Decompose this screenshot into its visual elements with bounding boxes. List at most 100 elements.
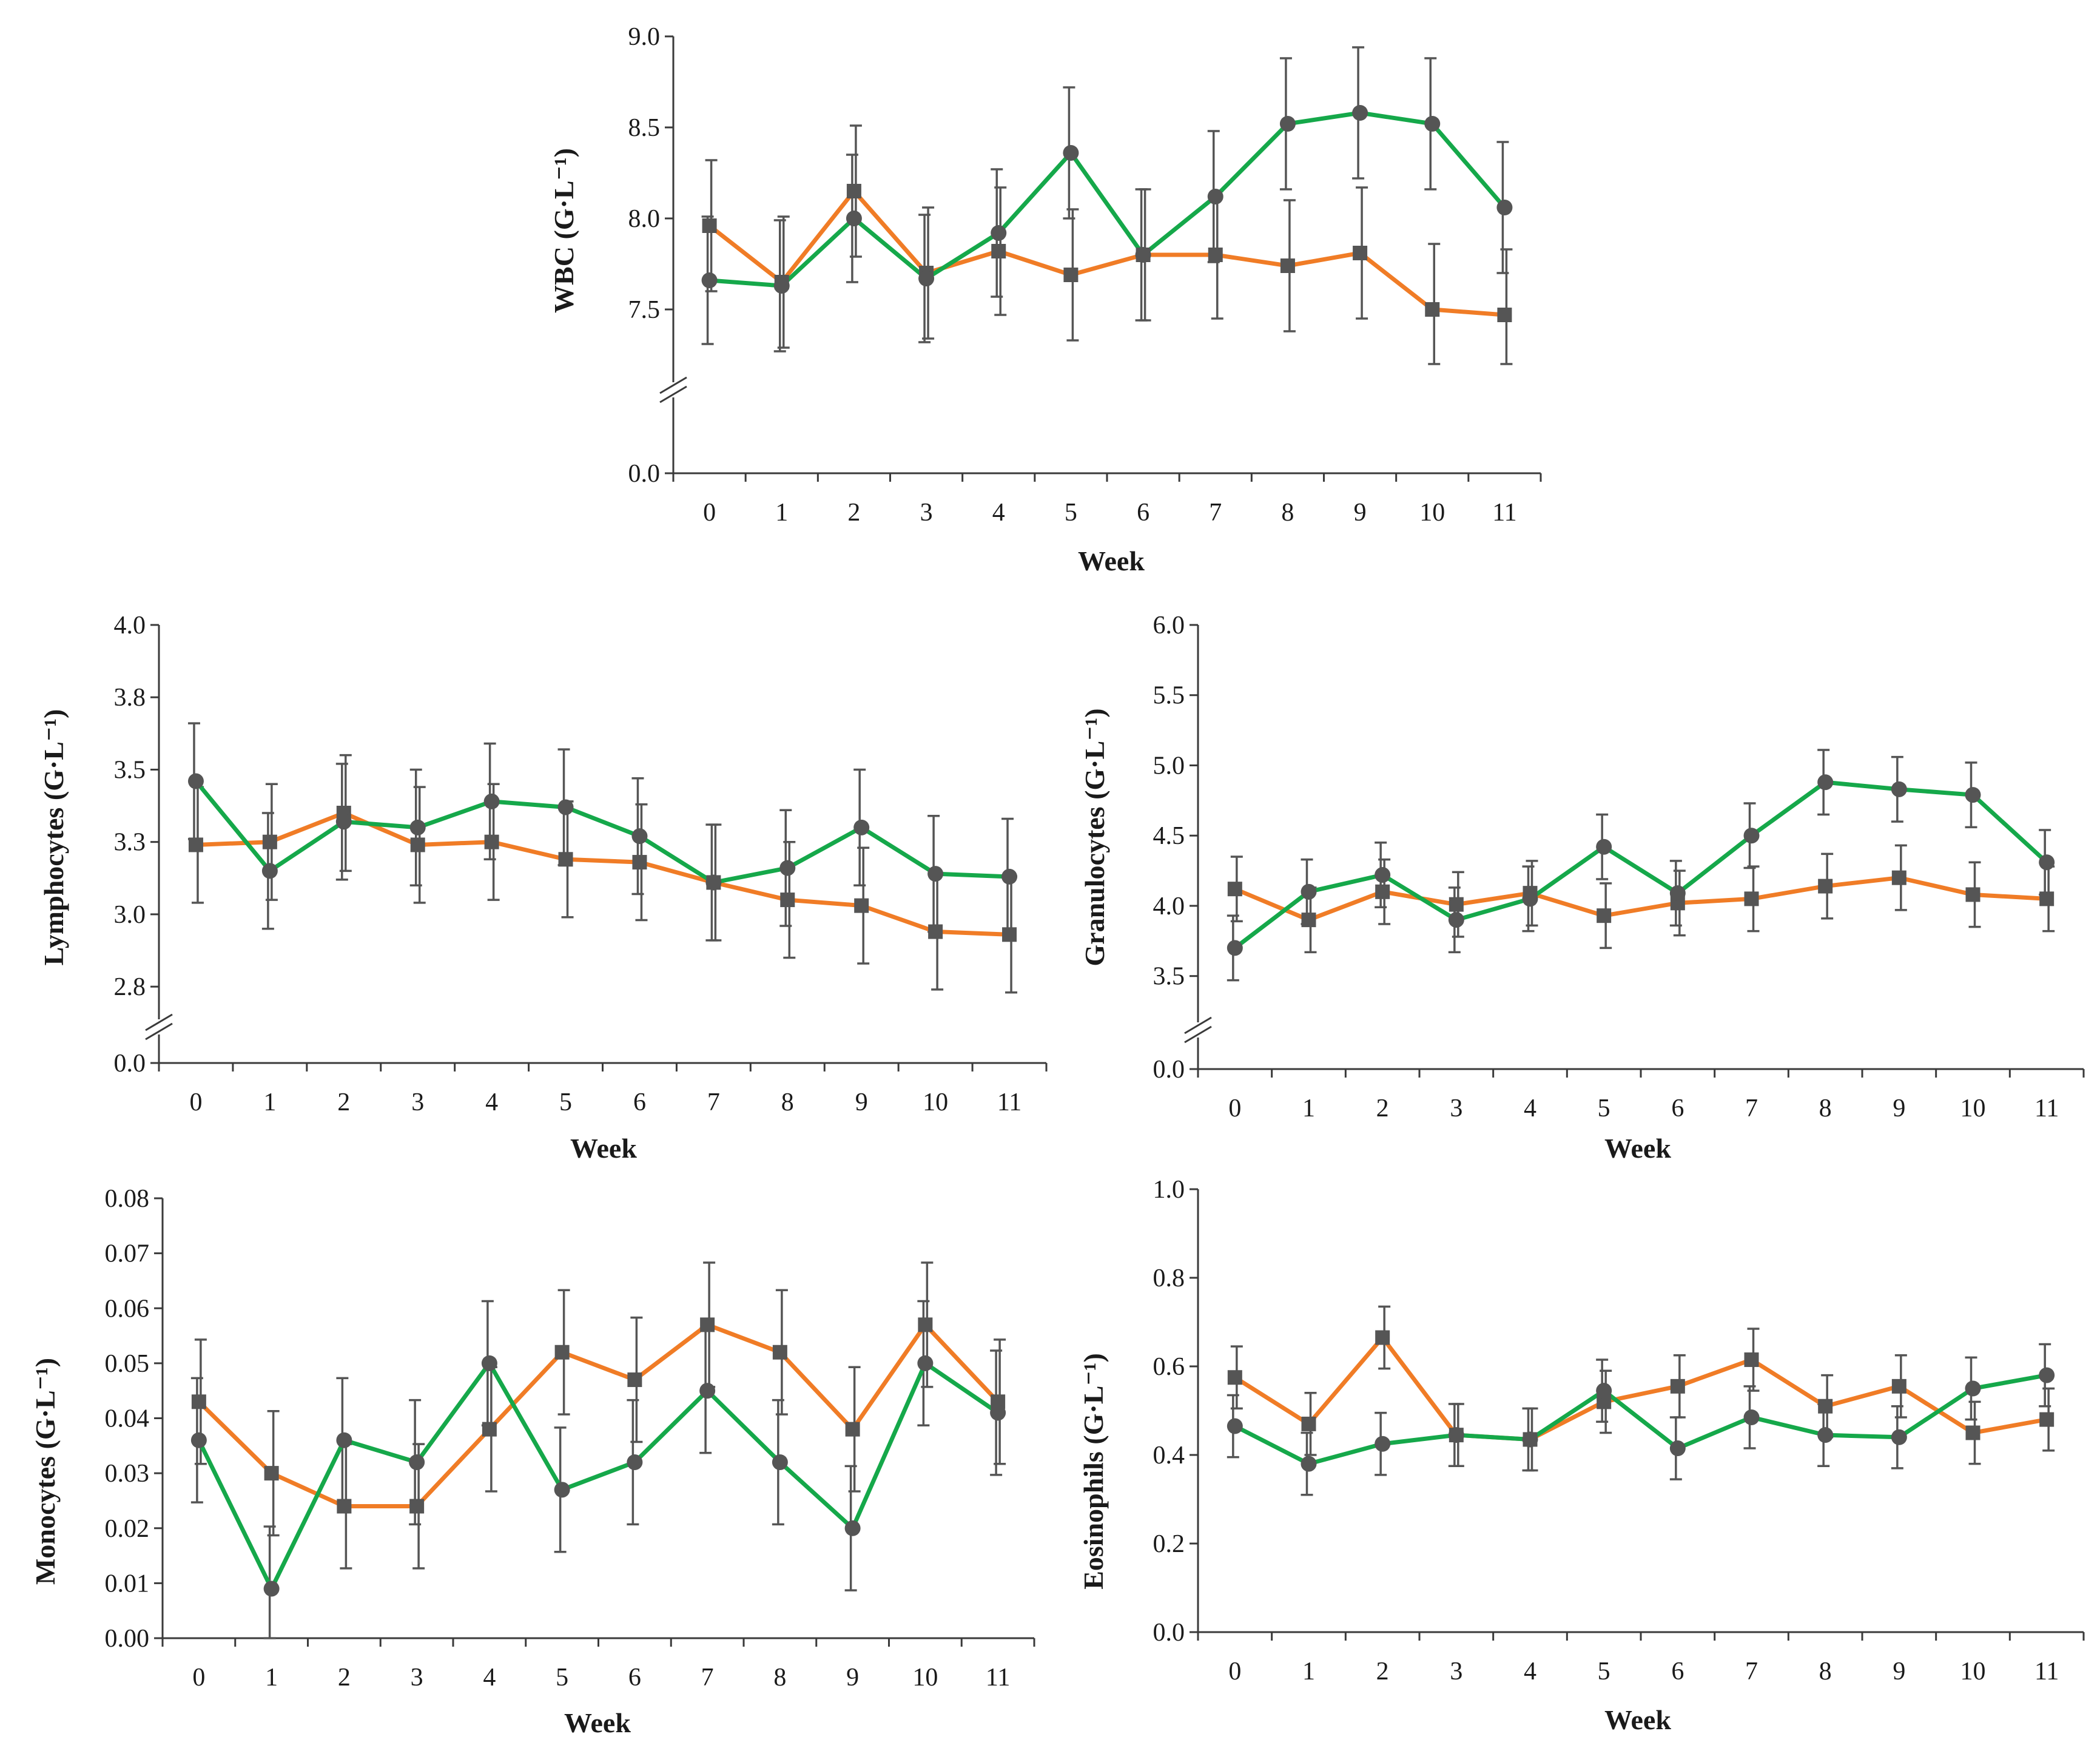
granulocytes-axis-break-mark xyxy=(1184,1016,1212,1034)
eosinophils-x-tick-label: 9 xyxy=(1893,1658,1905,1686)
monocytes-circle-point xyxy=(917,1355,934,1371)
wbc-y-tick-label: 0.0 xyxy=(628,460,661,488)
monocytes-y-tick-label: 0.07 xyxy=(105,1240,150,1268)
wbc-circle-point xyxy=(773,278,790,294)
lymphocytes-square-point xyxy=(188,837,203,852)
monocytes-x-tick-label: 5 xyxy=(556,1664,568,1692)
granulocytes-x-tick-label: 10 xyxy=(1960,1095,1986,1122)
eosinophils-square-point xyxy=(1670,1378,1685,1394)
eosinophils-circle-point xyxy=(1301,1456,1317,1472)
granulocytes-axis-break-mark xyxy=(1184,1025,1212,1044)
wbc-square-point xyxy=(1208,248,1223,262)
wbc-square-point xyxy=(846,184,861,198)
monocytes-circle-point xyxy=(190,1432,207,1448)
lymphocytes-y-tick-label: 3.3 xyxy=(114,829,146,857)
eosinophils-circle-point xyxy=(1227,1418,1243,1434)
lymphocytes-x-axis-title: Week xyxy=(570,1133,637,1164)
eosinophils-square-series-line xyxy=(1233,1335,2047,1442)
granulocytes-y-tick-label: 3.5 xyxy=(1153,963,1185,991)
lymphocytes-circle-point xyxy=(557,799,574,815)
eosinophils-circle-point xyxy=(1669,1440,1686,1457)
lymphocytes-square-point xyxy=(262,834,277,849)
eosinophils-square-point xyxy=(1818,1399,1833,1414)
wbc-square-point xyxy=(1425,302,1440,317)
lymphocytes-square-point xyxy=(484,834,499,849)
granulocytes-square-point xyxy=(1597,908,1612,923)
monocytes-circle-point xyxy=(627,1454,643,1470)
lymphocytes-x-tick-label: 2 xyxy=(337,1088,350,1116)
lymphocytes-x-tick-label: 1 xyxy=(263,1088,276,1116)
wbc-y-tick-label: 9.0 xyxy=(628,23,661,51)
monocytes-circle-point xyxy=(990,1405,1006,1421)
eosinophils-square-point xyxy=(2039,1412,2055,1427)
wbc-circle-point xyxy=(846,211,862,226)
eosinophils-x-tick-label: 5 xyxy=(1598,1658,1610,1686)
monocytes-square-point xyxy=(482,1422,497,1437)
panel-monocytes: 0.00 0.01 0.02 0.03 0.04 0.05 0.06 0.07 0.08 0 1 2 3… xyxy=(30,1185,1035,1738)
wbc-circle-point xyxy=(1496,200,1513,215)
eosinophils-x-tick-label: 7 xyxy=(1745,1658,1758,1686)
eosinophils-circle-point xyxy=(1375,1436,1391,1452)
eosinophils-x-tick-label: 1 xyxy=(1302,1658,1315,1686)
granulocytes-y-tick-label: 5.5 xyxy=(1153,682,1185,710)
granulocytes-x-tick-label: 3 xyxy=(1450,1095,1462,1122)
wbc-x-tick-label: 3 xyxy=(920,499,933,527)
eosinophils-y-tick-label: 1.0 xyxy=(1153,1176,1185,1204)
eosinophils-circle-point xyxy=(1596,1383,1612,1399)
granulocytes-x-tick-label: 5 xyxy=(1598,1095,1610,1122)
monocytes-y-tick-label: 0.06 xyxy=(105,1295,150,1323)
monocytes-y-tick-label: 0.00 xyxy=(105,1625,150,1653)
lymphocytes-square-point xyxy=(558,852,573,867)
granulocytes-circle-point xyxy=(1375,867,1391,883)
wbc-circle-point xyxy=(918,271,935,286)
wbc-x-tick-label: 2 xyxy=(847,499,860,527)
granulocytes-y-tick-label: 6.0 xyxy=(1153,612,1185,639)
lymphocytes-square-point xyxy=(632,855,647,870)
granulocytes-square-point xyxy=(1965,887,1981,902)
eosinophils-y-axis-title: Eosinophils (G·L⁻¹) xyxy=(1078,1353,1109,1590)
monocytes-y-tick-label: 0.08 xyxy=(105,1185,150,1213)
wbc-circle-series-line xyxy=(709,110,1507,288)
eosinophils-circle-point xyxy=(1817,1427,1834,1443)
eosinophils-x-tick-label: 3 xyxy=(1450,1658,1462,1686)
monocytes-square-point xyxy=(337,1499,352,1514)
lymphocytes-y-tick-label: 3.8 xyxy=(114,684,146,712)
granulocytes-circle-point xyxy=(1448,912,1464,928)
monocytes-circle-point xyxy=(844,1520,861,1536)
panel-lymphocytes: 0.0 2.8 3.0 3.3 3.5 3.8 4.0 0 1 2 3 4 5 6 7 8 9 10 11 Lymp… xyxy=(38,612,1048,1164)
granulocytes-circle-point xyxy=(1891,781,1907,797)
granulocytes-y-tick-label: 4.5 xyxy=(1153,822,1185,850)
granulocytes-square-point xyxy=(1227,882,1242,897)
wbc-circle-point xyxy=(1063,145,1079,161)
granulocytes-x-tick-label: 9 xyxy=(1893,1095,1905,1122)
lymphocytes-x-tick-label: 0 xyxy=(189,1088,202,1116)
granulocytes-y-tick-label: 5.0 xyxy=(1153,752,1185,780)
granulocytes-x-tick-label: 2 xyxy=(1376,1095,1389,1122)
eosinophils-y-tick-label: 0.0 xyxy=(1153,1619,1185,1647)
eosinophils-square-point xyxy=(1227,1370,1242,1385)
granulocytes-circle-point xyxy=(1743,828,1760,844)
wbc-x-tick-label: 10 xyxy=(1419,499,1445,527)
monocytes-y-tick-label: 0.04 xyxy=(105,1405,150,1433)
lymphocytes-x-tick-label: 3 xyxy=(411,1088,424,1116)
granulocytes-axes: 0.0 3.5 4.0 4.5 5.0 5.5 6.0 0 1 2 3 4 5 6 7 8 9 10 11 xyxy=(1153,612,2085,1122)
monocytes-circle-point xyxy=(409,1454,425,1470)
monocytes-y-tick-label: 0.03 xyxy=(105,1460,150,1488)
granulocytes-circle-point xyxy=(1227,940,1243,956)
granulocytes-circle-point xyxy=(1817,774,1834,791)
lymphocytes-square-point xyxy=(1002,927,1017,942)
eosinophils-x-tick-label: 8 xyxy=(1819,1658,1832,1686)
panel-wbc: 0.0 7.5 8.0 8.5 9.0 0 1 2 3 4 5 6 7 8 9 10 11 WBC (G·L⁻¹… xyxy=(548,23,1542,576)
lymphocytes-circle-point xyxy=(409,819,426,835)
lymphocytes-x-tick-label: 7 xyxy=(707,1088,720,1116)
granulocytes-x-tick-label: 4 xyxy=(1524,1095,1536,1122)
lymphocytes-square-point xyxy=(854,898,869,913)
monocytes-x-tick-label: 9 xyxy=(846,1664,859,1692)
granulocytes-x-tick-label: 0 xyxy=(1228,1095,1241,1122)
wbc-circle-point xyxy=(1279,116,1296,132)
eosinophils-circle-point xyxy=(2039,1367,2055,1383)
granulocytes-square-point xyxy=(2039,891,2055,906)
wbc-circle-point xyxy=(701,272,718,288)
wbc-axis-break-mark xyxy=(659,385,687,403)
